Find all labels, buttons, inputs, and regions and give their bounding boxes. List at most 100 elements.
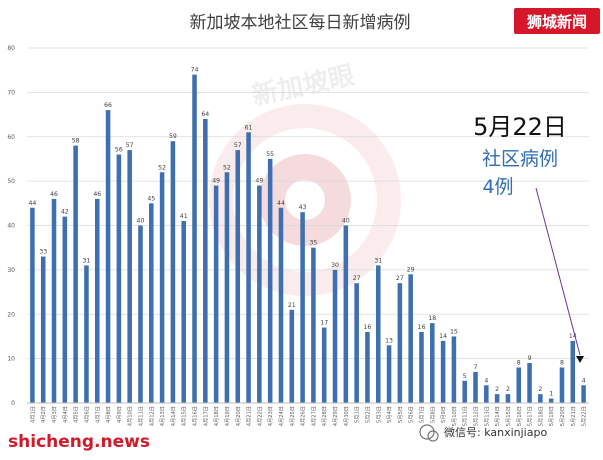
bar [375,265,381,403]
x-tick-label: 4月9日 [116,406,123,423]
brand-badge: 狮城新闻 [526,13,587,31]
x-tick-label: 5月4日 [386,406,393,423]
bar [538,394,543,403]
data-label: 52 [223,164,231,171]
data-label: 59 [169,133,177,140]
bar [505,394,511,403]
x-tick-label: 5月10日 [451,406,458,426]
x-tick-label: 4月28日 [321,406,328,426]
x-tick-label: 4月20日 [235,406,242,426]
x-tick-label: 5月14日 [494,406,501,426]
bar [300,212,305,403]
watermark-circle [209,104,401,296]
bar [246,132,251,403]
x-tick-label: 4月18日 [213,406,220,426]
data-label: 4 [582,377,586,384]
x-tick-label: 5月16日 [516,406,523,426]
data-label: 21 [288,302,296,309]
x-tick-label: 4月30日 [343,406,350,426]
data-label: 17 [320,320,328,327]
brand-badge-background [514,8,600,34]
bar [73,145,78,403]
bar [527,363,532,403]
data-label: 33 [39,249,47,256]
x-tick-label: 4月13日 [159,406,166,426]
data-label: 9 [528,355,532,362]
bar [213,185,219,403]
bar [192,74,197,403]
data-label: 27 [396,275,404,282]
x-tick-label: 4月4日 [62,406,69,423]
data-label: 13 [385,337,393,344]
bar [354,283,359,403]
bar [62,216,68,403]
x-tick-label: 4月11日 [137,406,144,426]
data-label: 7 [474,364,478,371]
data-label: 55 [266,151,274,158]
x-tick-label: 5月7日 [418,406,425,423]
x-tick-label: 4月16日 [192,406,199,426]
data-label: 31 [374,257,382,264]
bar [235,150,241,403]
data-label: 27 [353,275,361,282]
bar [127,150,132,403]
bar [408,274,413,403]
x-tick-label: 4月6日 [83,406,90,423]
bar [451,336,457,403]
data-label: 40 [342,218,350,225]
data-label: 2 [538,386,542,393]
data-label: 35 [309,240,317,247]
data-label: 57 [234,142,242,149]
x-tick-label: 5月15日 [505,406,512,426]
data-label: 74 [191,67,199,74]
bar [84,265,89,403]
data-label: 58 [72,138,80,145]
bar [203,119,208,403]
bar [257,185,262,403]
chart-title: 新加坡本地社区每日新增病例 [190,13,411,33]
x-tick-label: 4月12日 [148,406,155,426]
data-label: 1 [549,391,553,398]
bar [462,380,467,403]
x-tick-label: 4月15日 [181,406,188,426]
wechat-icon [419,424,435,440]
data-label: 2 [495,386,499,393]
bar [548,398,554,403]
data-label: 31 [83,257,91,264]
bar [397,283,403,403]
data-label: 66 [104,102,112,109]
bar [516,367,522,403]
x-tick-label: 4月2日 [40,406,47,423]
x-tick-label: 4月1日 [29,406,36,423]
bar [386,345,392,403]
x-tick-label: 5月12日 [473,406,480,426]
data-label: 57 [126,142,134,149]
x-tick-label: 5月22日 [581,406,588,426]
annotation-line-1: 社区病例 [482,148,558,170]
bar [559,367,565,403]
y-tick-label: 60 [7,134,15,141]
data-label: 46 [93,191,101,198]
data-label: 4 [484,377,488,384]
x-tick-label: 5月9日 [440,406,447,423]
x-tick-label: 4月5日 [73,406,80,423]
bar [159,172,165,403]
annotation-arrow-line [535,187,581,356]
x-tick-label: 4月19日 [224,406,231,426]
x-tick-label: 4月14日 [170,406,177,426]
x-tick-label: 5月19日 [548,406,555,426]
watermark-pupil-icon [285,180,325,220]
data-label: 42 [61,209,69,216]
x-tick-label: 5月1日 [354,406,361,423]
x-tick-label: 5月13日 [483,406,490,426]
bar [40,256,46,403]
y-tick-label: 0 [11,400,15,407]
bar [343,225,349,403]
x-tick-label: 4月10日 [127,406,134,426]
data-label: 8 [560,360,564,367]
bar [278,207,284,403]
x-axis-tick-labels: 4月1日 4月2日 4月3日 4月4日 4月5日 4月6日 4月7日 4月8日 4月9日 4月10… [29,406,587,426]
bar [138,225,143,403]
x-tick-label: 5月3日 [375,406,382,423]
x-tick-label: 4月25日 [289,406,296,426]
